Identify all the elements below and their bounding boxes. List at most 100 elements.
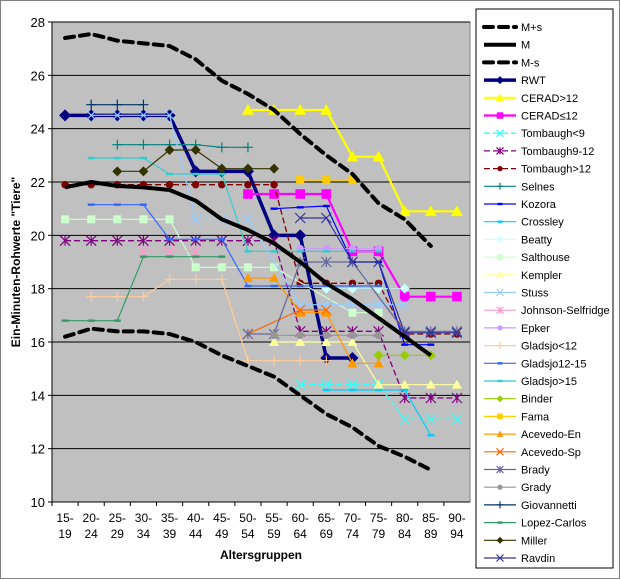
x-tick-label: 20-24 <box>83 511 100 541</box>
series-line <box>63 32 433 248</box>
data-point <box>112 166 123 177</box>
data-point <box>85 109 97 121</box>
data-point <box>87 319 95 322</box>
data-point <box>425 392 437 404</box>
legend-entry: M <box>484 40 530 52</box>
y-tick-label: 20 <box>31 228 45 243</box>
data-point <box>139 255 147 258</box>
legend-label: Kozora <box>521 199 557 211</box>
data-point <box>241 104 254 115</box>
x-tick-label: 15-19 <box>56 511 73 541</box>
x-tick-label: 55-59 <box>265 511 282 541</box>
series-m <box>64 180 432 357</box>
legend-entry: RWT <box>484 75 546 87</box>
y-tick-label: 12 <box>31 442 45 457</box>
data-point <box>139 215 148 224</box>
legend-label: Gladsjo12-15 <box>521 358 586 370</box>
x-tick-label: 30-34 <box>135 511 152 541</box>
data-point <box>372 150 385 162</box>
data-point <box>452 291 462 302</box>
data-point <box>139 156 147 160</box>
data-point <box>165 215 174 224</box>
data-point <box>112 139 123 150</box>
legend-entry: CERAD≤12 <box>484 111 578 123</box>
data-point <box>242 355 253 366</box>
legend-entry: Tombaugh>12 <box>484 164 591 176</box>
data-point <box>190 213 202 225</box>
series-line <box>63 326 433 472</box>
data-point <box>59 109 72 122</box>
legend-entry: Epker <box>484 323 550 335</box>
data-point <box>138 109 149 121</box>
legend: M+s M M-s RWT CERAD>12 CERAD≤12 Tombaugh<9 Tomb… <box>482 22 610 565</box>
series-gladsjo-15 <box>87 156 383 253</box>
data-point <box>216 142 227 153</box>
data-point <box>496 288 504 297</box>
data-point <box>322 388 330 392</box>
legend-entry: Tombaugh9-12 <box>484 146 594 158</box>
data-point <box>243 189 253 199</box>
data-point <box>450 205 463 217</box>
data-point <box>164 235 175 247</box>
data-point <box>346 150 359 162</box>
data-point <box>425 413 437 425</box>
data-point <box>244 180 252 189</box>
legend-entry: Giovannetti <box>484 500 577 512</box>
data-point <box>164 274 175 285</box>
data-point <box>347 379 358 391</box>
x-tick-label: 40-44 <box>187 511 204 541</box>
data-point <box>87 215 96 224</box>
legend-label: Binder <box>521 394 553 406</box>
data-point <box>138 139 149 150</box>
data-point <box>348 284 356 288</box>
data-point <box>270 207 278 210</box>
data-point <box>294 212 306 224</box>
data-point <box>497 220 503 223</box>
data-point <box>85 235 97 247</box>
data-point <box>348 250 356 253</box>
legend-label: M+s <box>521 22 543 34</box>
legend-entry: Ravdin <box>484 553 555 565</box>
data-point <box>496 395 504 403</box>
data-point <box>165 180 174 189</box>
data-point <box>347 358 358 368</box>
legend-entry: Lopez-Carlos <box>484 518 587 530</box>
legend-label: Miller <box>521 535 548 547</box>
data-point <box>87 203 95 206</box>
y-tick-label: 16 <box>31 335 45 350</box>
data-point <box>242 142 253 153</box>
data-point <box>269 355 280 366</box>
x-tick-label: 70-74 <box>344 511 361 541</box>
data-point <box>346 352 359 364</box>
legend-label: Gladsjo<12 <box>521 341 577 353</box>
data-point <box>166 172 174 176</box>
x-tick-label: 45-49 <box>213 511 230 541</box>
data-point <box>347 337 358 346</box>
series-lopez-carlos <box>61 255 226 322</box>
x-tick-label: 60-64 <box>292 511 309 541</box>
series-line <box>65 240 457 399</box>
data-point <box>270 263 279 272</box>
legend-label: Acevedo-En <box>521 429 581 441</box>
legend-label: Brady <box>521 465 550 477</box>
series-m-s <box>63 326 433 472</box>
data-point <box>496 146 504 155</box>
legend-label: CERAD≤12 <box>521 111 578 123</box>
data-point <box>348 388 356 392</box>
data-point <box>270 331 278 340</box>
legend-entry: Binder <box>484 394 553 406</box>
data-point <box>496 112 504 119</box>
x-tick-label: 50-54 <box>239 511 256 541</box>
data-point <box>398 205 411 217</box>
data-point <box>113 319 121 322</box>
data-point <box>496 447 504 456</box>
legend-label: Kempler <box>521 270 562 282</box>
legend-label: Acevedo-Sp <box>521 447 581 459</box>
data-point <box>294 104 307 115</box>
legend-entry: Kempler <box>484 270 562 282</box>
data-point <box>451 379 462 389</box>
data-point <box>322 331 331 340</box>
data-point <box>269 163 280 174</box>
x-tick-label: 85-89 <box>422 511 439 541</box>
legend-entry: Gladsjo12-15 <box>484 358 586 370</box>
